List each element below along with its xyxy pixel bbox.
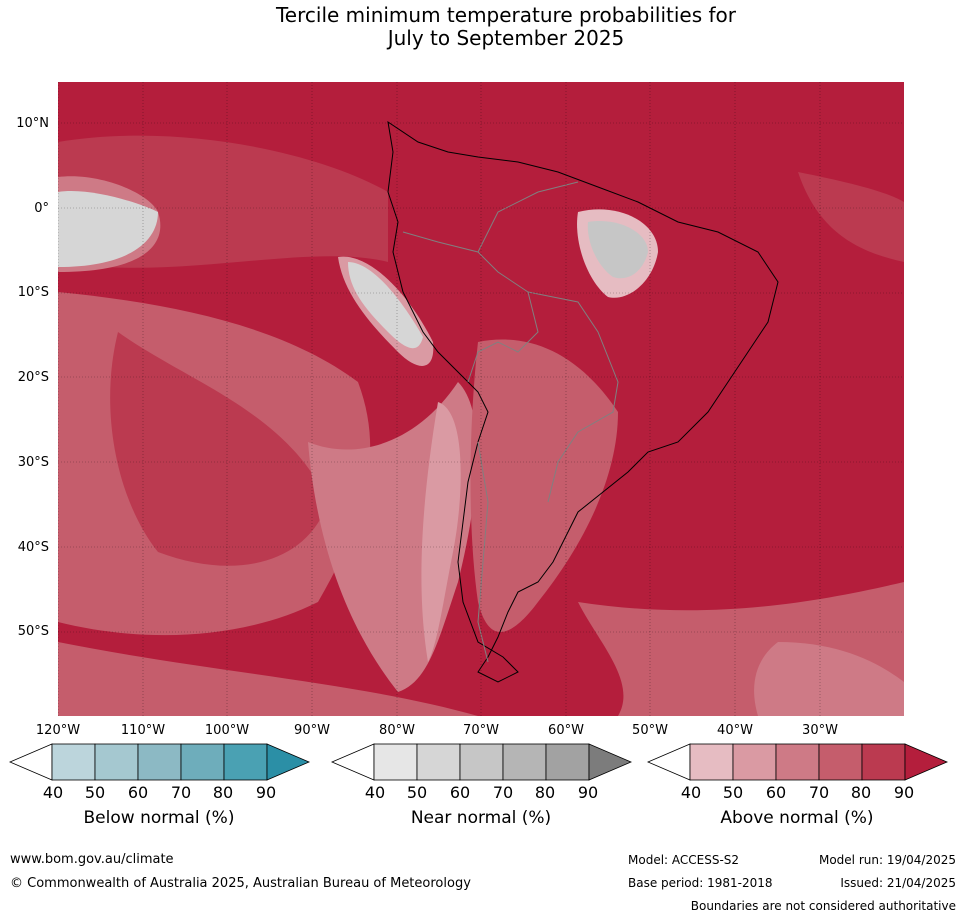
patch-peru-near [348, 262, 423, 349]
boundary-disclaimer: Boundaries are not considered authoritat… [690, 899, 956, 913]
map-svg [58, 82, 904, 716]
colorbar-below-swatches [8, 743, 310, 781]
colorbar-below-swatch [137, 743, 182, 781]
graticule [58, 82, 904, 716]
lon-label-70w: 70°W [463, 723, 499, 738]
colorbar-above-tick: 60 [765, 783, 787, 802]
colorbar-below [8, 743, 310, 781]
colorbar-near-tick: 70 [492, 783, 514, 802]
colorbar-above-swatch [775, 743, 820, 781]
colorbar-near-title: Near normal (%) [410, 808, 552, 828]
patch-brazil-near [587, 221, 648, 279]
lat-label-20s: 20°S [17, 370, 49, 385]
map-title-line2: July to September 2025 [387, 26, 625, 50]
colorbar-below-swatch [94, 743, 139, 781]
band-g [798, 172, 904, 262]
colorbar-near-swatch [416, 743, 461, 781]
border-a [402, 231, 539, 383]
colorbar-below-tick: 70 [170, 783, 192, 802]
patch-chile-inner [421, 402, 461, 662]
colorbar-near-high-arrow [588, 743, 632, 781]
base-period: Base period: 1981-2018 [628, 876, 773, 890]
lon-label-40w: 40°W [717, 723, 753, 738]
colorbar-near-swatches [330, 743, 632, 781]
lon-label-30w: 30°W [802, 723, 838, 738]
model-run-date: Model run: 19/04/2025 [818, 853, 956, 867]
colorbar-above-tick: 90 [893, 783, 915, 802]
colorbar-above-swatch [689, 743, 734, 781]
colorbar-above-title: Above normal (%) [720, 808, 874, 828]
colorbar-near-tick: 80 [534, 783, 556, 802]
patch-pacific-near [58, 191, 158, 267]
lon-label-110w: 110°W [120, 723, 166, 738]
colorbar-above-swatches [646, 743, 948, 781]
colorbar-above-tick: 80 [850, 783, 872, 802]
colorbar-near-swatch [545, 743, 590, 781]
lat-label-0: 0° [34, 201, 49, 216]
colorbar-below-tick: 40 [42, 783, 64, 802]
copyright-text: © Commonwealth of Australia 2025, Austra… [10, 876, 471, 891]
probability-map [58, 82, 904, 716]
colorbar-near-swatch [459, 743, 504, 781]
colorbar-below-swatch [180, 743, 225, 781]
website-link[interactable]: www.bom.gov.au/climate [10, 852, 174, 867]
lon-label-100w: 100°W [204, 723, 250, 738]
lon-label-90w: 90°W [294, 723, 330, 738]
map-title-line1: Tercile minimum temperature probabilitie… [275, 3, 737, 27]
band-c [110, 332, 328, 566]
colorbar-near-swatch [502, 743, 547, 781]
colorbar-below-tick: 60 [127, 783, 149, 802]
band-f [754, 642, 904, 716]
colorbar-above-tick: 40 [680, 783, 702, 802]
colorbar-above-swatch [818, 743, 863, 781]
colorbar-below-swatch [223, 743, 268, 781]
lat-label-50s: 50°S [17, 624, 49, 639]
colorbar-above-tick: 50 [722, 783, 744, 802]
patch-argentina [470, 339, 618, 632]
model-name: Model: ACCESS-S2 [628, 853, 740, 867]
colorbar-below-low-arrow [8, 743, 53, 781]
border-d [477, 441, 489, 663]
colorbar-above-tick: 70 [808, 783, 830, 802]
lat-label-30s: 30°S [17, 455, 49, 470]
colorbar-near-low-arrow [330, 743, 375, 781]
colorbar-near-tick: 40 [364, 783, 386, 802]
colorbar-near [330, 743, 632, 781]
lon-label-60w: 60°W [548, 723, 584, 738]
lat-label-10n: 10°N [16, 116, 49, 131]
lat-label-40s: 40°S [17, 540, 49, 555]
colorbar-below-tick: 80 [212, 783, 234, 802]
lon-label-80w: 80°W [379, 723, 415, 738]
colorbar-above [646, 743, 948, 781]
colorbar-below-high-arrow [266, 743, 310, 781]
map-title: Tercile minimum temperature probabilitie… [0, 4, 965, 50]
border-b [527, 291, 619, 503]
lon-label-120w: 120°W [35, 723, 81, 738]
colorbar-above-swatch [861, 743, 906, 781]
colorbar-near-swatch [373, 743, 418, 781]
band-d [58, 642, 478, 716]
lon-label-50w: 50°W [632, 723, 668, 738]
border-c [477, 181, 579, 253]
colorbar-below-swatch [51, 743, 96, 781]
colorbar-below-title: Below normal (%) [83, 808, 235, 828]
colorbar-below-tick: 90 [255, 783, 277, 802]
colorbar-near-tick: 90 [577, 783, 599, 802]
colorbar-near-tick: 60 [449, 783, 471, 802]
continent-outline [387, 120, 779, 683]
colorbar-above-swatch [732, 743, 777, 781]
colorbar-above-low-arrow [646, 743, 691, 781]
issued-date: Issued: 21/04/2025 [840, 876, 956, 890]
colorbar-above-high-arrow [904, 743, 948, 781]
colorbar-near-tick: 50 [406, 783, 428, 802]
colorbar-below-tick: 50 [84, 783, 106, 802]
lat-label-10s: 10°S [17, 285, 49, 300]
